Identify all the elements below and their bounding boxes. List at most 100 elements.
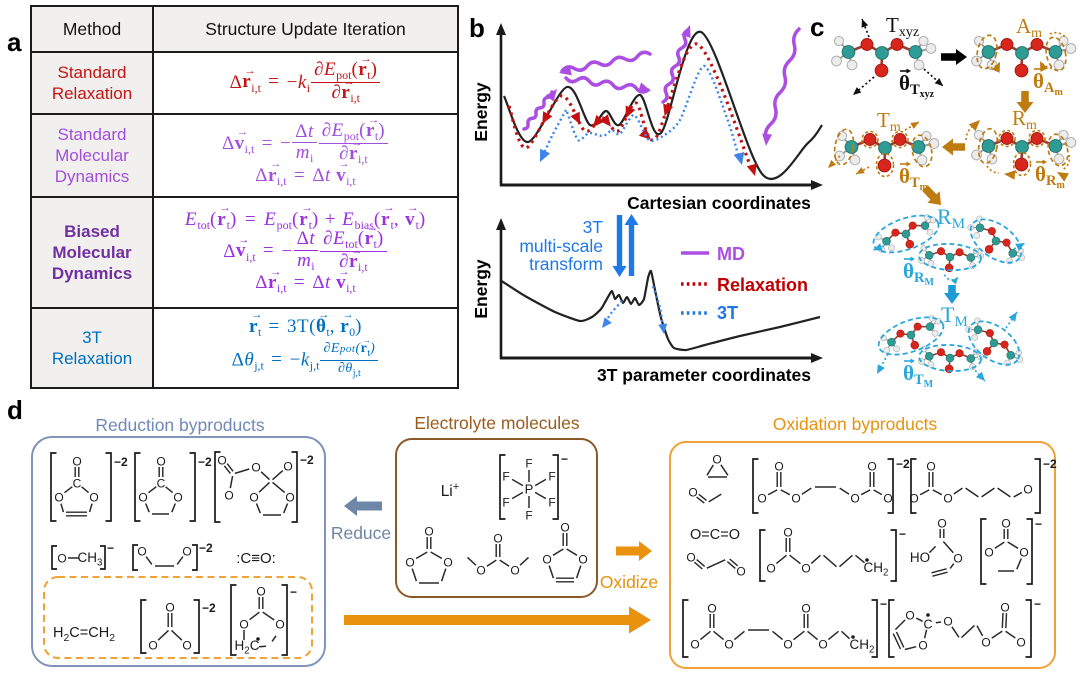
svg-text:Li+: Li+ <box>441 481 460 500</box>
svg-text:F: F <box>502 469 509 483</box>
svg-text:H2C=CH2: H2C=CH2 <box>53 625 115 644</box>
svg-text:O: O <box>1016 635 1025 649</box>
svg-text:O: O <box>926 459 935 473</box>
svg-text:O=C=O: O=C=O <box>690 527 740 543</box>
svg-text:O: O <box>943 491 952 505</box>
svg-text:d: d <box>7 395 23 425</box>
svg-text:O: O <box>249 490 258 504</box>
svg-text:−2: −2 <box>300 453 314 467</box>
svg-text:O: O <box>72 454 81 468</box>
svg-text:O: O <box>774 459 783 473</box>
svg-text:O: O <box>712 452 721 466</box>
svg-text:O: O <box>791 491 800 505</box>
svg-text:−: − <box>899 527 906 541</box>
svg-text:CH2: CH2 <box>864 560 889 579</box>
svg-text:O: O <box>905 608 914 622</box>
svg-text:O: O <box>182 544 191 558</box>
svg-text:−: − <box>880 597 887 611</box>
svg-text:O: O <box>217 453 226 467</box>
svg-text:O: O <box>686 550 695 564</box>
svg-text:O: O <box>275 617 284 631</box>
svg-text:−: − <box>1035 517 1042 531</box>
svg-text:−: − <box>561 452 568 466</box>
svg-text:O: O <box>1019 545 1028 559</box>
svg-text:O: O <box>251 460 260 474</box>
svg-text:O: O <box>1001 516 1010 530</box>
svg-text:O: O <box>54 490 63 504</box>
svg-text:O: O <box>937 516 946 530</box>
svg-text:θAm: θAm <box>1033 69 1063 98</box>
svg-text:O: O <box>560 520 569 534</box>
svg-text:−2: −2 <box>896 457 910 471</box>
svg-text:O: O <box>165 600 174 614</box>
svg-text:O: O <box>424 524 433 538</box>
svg-text:O: O <box>981 635 990 649</box>
svg-text:−2: −2 <box>198 455 212 469</box>
svg-text:O: O <box>690 637 699 651</box>
svg-text:O: O <box>707 601 716 615</box>
svg-text:O: O <box>953 551 962 565</box>
svg-text:Rm: Rm <box>1012 106 1037 133</box>
svg-text:Oxidize: Oxidize <box>600 572 658 592</box>
svg-text:Cartesian coordinates: Cartesian coordinates <box>627 193 811 213</box>
svg-text:−: − <box>107 541 114 555</box>
svg-text:Txyz: Txyz <box>886 13 919 40</box>
svg-text:−: − <box>290 585 297 599</box>
svg-text:−2: −2 <box>1043 457 1057 471</box>
svg-text:C: C <box>923 618 932 632</box>
svg-text:Reduction byproducts: Reduction byproducts <box>95 415 265 435</box>
svg-text:O: O <box>57 551 66 565</box>
svg-text:CH2: CH2 <box>850 637 875 656</box>
svg-text:−: − <box>1034 597 1041 611</box>
svg-text:MD: MD <box>717 244 745 264</box>
svg-text:O: O <box>943 614 952 628</box>
svg-text:Am: Am <box>1016 14 1042 41</box>
svg-text:RM: RM <box>937 204 965 232</box>
svg-text:O: O <box>578 552 587 566</box>
svg-text:F: F <box>525 508 532 522</box>
svg-text:O: O <box>138 490 147 504</box>
svg-text:C: C <box>157 476 166 490</box>
svg-text:−2: −2 <box>114 455 128 469</box>
svg-text:O: O <box>476 563 485 577</box>
svg-text:O: O <box>984 545 993 559</box>
svg-text:θTxyz: θTxyz <box>899 71 935 100</box>
svg-text:O: O <box>688 485 697 499</box>
svg-text:O: O <box>757 491 766 505</box>
svg-text:transform: transform <box>529 254 603 274</box>
svg-text:O: O <box>256 584 265 598</box>
svg-text:O: O <box>766 561 775 575</box>
svg-text:C: C <box>73 476 82 490</box>
svg-text:Electrolyte molecules: Electrolyte molecules <box>414 413 580 433</box>
svg-text:O: O <box>148 638 157 652</box>
svg-text:3T: 3T <box>583 217 604 237</box>
svg-text:θTm: θTm <box>899 164 929 193</box>
svg-text:P: P <box>525 482 534 497</box>
svg-text:F: F <box>548 469 555 483</box>
svg-text:F: F <box>525 456 532 470</box>
svg-text:O: O <box>867 459 876 473</box>
svg-text:b: b <box>469 13 485 43</box>
svg-text:O: O <box>850 491 859 505</box>
svg-text:O: O <box>283 459 292 473</box>
svg-text:O: O <box>285 490 294 504</box>
svg-text:−2: −2 <box>202 601 216 615</box>
svg-text:Energy: Energy <box>471 82 491 142</box>
svg-text:O: O <box>783 637 792 651</box>
svg-text:Energy: Energy <box>471 259 491 319</box>
svg-text:O: O <box>724 637 733 651</box>
svg-text:TM: TM <box>941 302 968 330</box>
svg-text:O: O <box>224 488 233 502</box>
svg-text::C≡O:: :C≡O: <box>236 550 276 567</box>
svg-text:O: O <box>182 638 191 652</box>
svg-text:Relaxation: Relaxation <box>717 275 808 295</box>
svg-text:H2C: H2C <box>235 638 260 657</box>
svg-text:O: O <box>818 637 827 651</box>
svg-text:O: O <box>137 544 146 558</box>
svg-text:O: O <box>173 490 182 504</box>
svg-text:O: O <box>156 454 165 468</box>
svg-text:O: O <box>801 601 810 615</box>
svg-text:O: O <box>909 491 918 505</box>
svg-text:c: c <box>810 12 824 42</box>
svg-text:O: O <box>493 531 502 545</box>
